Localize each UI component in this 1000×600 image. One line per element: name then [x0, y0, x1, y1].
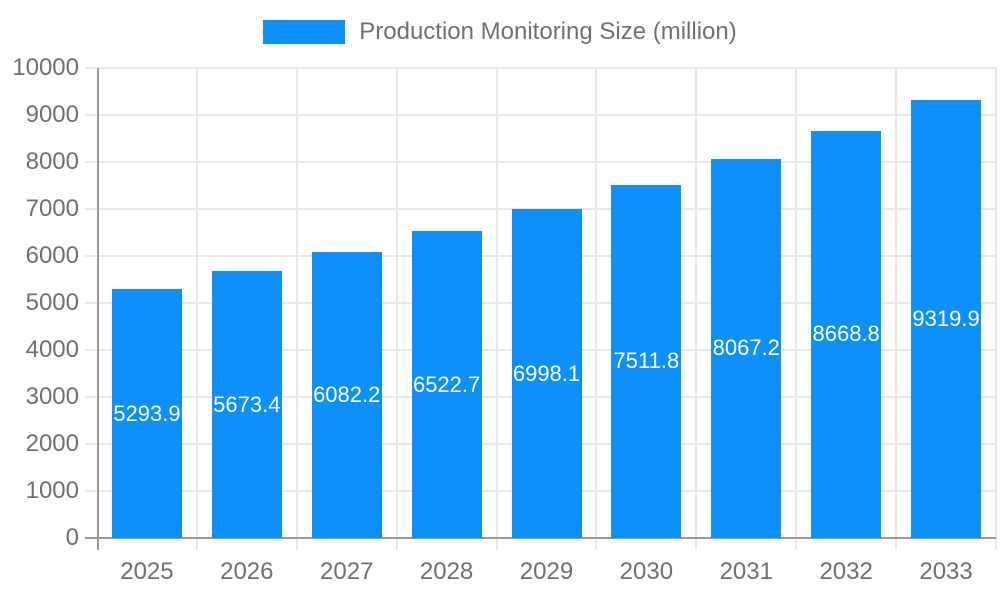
x-gridline — [495, 68, 498, 550]
bar-2027[interactable] — [311, 252, 382, 538]
y-gridline — [85, 114, 996, 116]
y-gridline — [85, 67, 996, 69]
bar-2031[interactable] — [711, 158, 782, 538]
x-gridline — [295, 68, 298, 550]
bar-2028[interactable] — [411, 231, 482, 538]
x-axis-tick-label: 2032 — [819, 558, 873, 585]
y-axis-tick-label: 7000 — [25, 195, 79, 222]
x-axis-tick-label: 2031 — [719, 558, 773, 585]
bar-2026[interactable] — [211, 271, 282, 538]
y-axis-tick-label: 10000 — [12, 54, 79, 81]
y-axis-tick-label: 5000 — [25, 289, 79, 316]
bar-2033[interactable] — [911, 99, 982, 538]
bar-chart-plot-area: 0 1000 2000 3000 4000 5000 6000 7000 8000 9000 100… — [12, 54, 997, 585]
x-gridline — [795, 68, 798, 550]
x-gridline — [395, 68, 398, 550]
x-axis-tick-label: 2028 — [419, 558, 474, 585]
x-axis-tick-label: 2027 — [320, 558, 374, 585]
x-axis-tick-label: 2030 — [619, 558, 674, 585]
chart-legend[interactable]: Production Monitoring Size (million) — [0, 18, 1000, 46]
x-axis-tick-label: 2025 — [120, 558, 174, 585]
x-gridline — [995, 68, 997, 550]
y-axis-tick-label: 9000 — [25, 101, 79, 128]
y-axis-tick-label: 6000 — [25, 242, 79, 269]
y-axis-tick-label: 3000 — [25, 383, 79, 410]
y-axis-tick-label: 4000 — [25, 336, 79, 363]
x-axis-tick-label: 2029 — [519, 558, 574, 585]
y-axis-tick-label: 2000 — [25, 430, 79, 457]
bar-2030[interactable] — [611, 184, 682, 538]
bar-2029[interactable] — [511, 209, 582, 538]
legend-label: Production Monitoring Size (million) — [359, 18, 737, 45]
y-axis-tick-label: 1000 — [25, 477, 79, 504]
legend-swatch-icon — [263, 20, 346, 44]
bar-2025[interactable] — [111, 289, 182, 538]
x-gridline — [895, 68, 898, 550]
x-gridline — [695, 68, 698, 550]
y-axis-tick-label: 8000 — [25, 148, 79, 175]
x-gridline — [195, 68, 198, 550]
x-gridline — [595, 68, 598, 550]
x-axis-tick-label: 2033 — [919, 558, 973, 585]
y-axis-line — [97, 68, 99, 550]
bar-2032[interactable] — [811, 130, 882, 538]
x-axis-tick-label: 2026 — [220, 558, 274, 585]
y-axis-tick-label: 0 — [65, 524, 79, 551]
